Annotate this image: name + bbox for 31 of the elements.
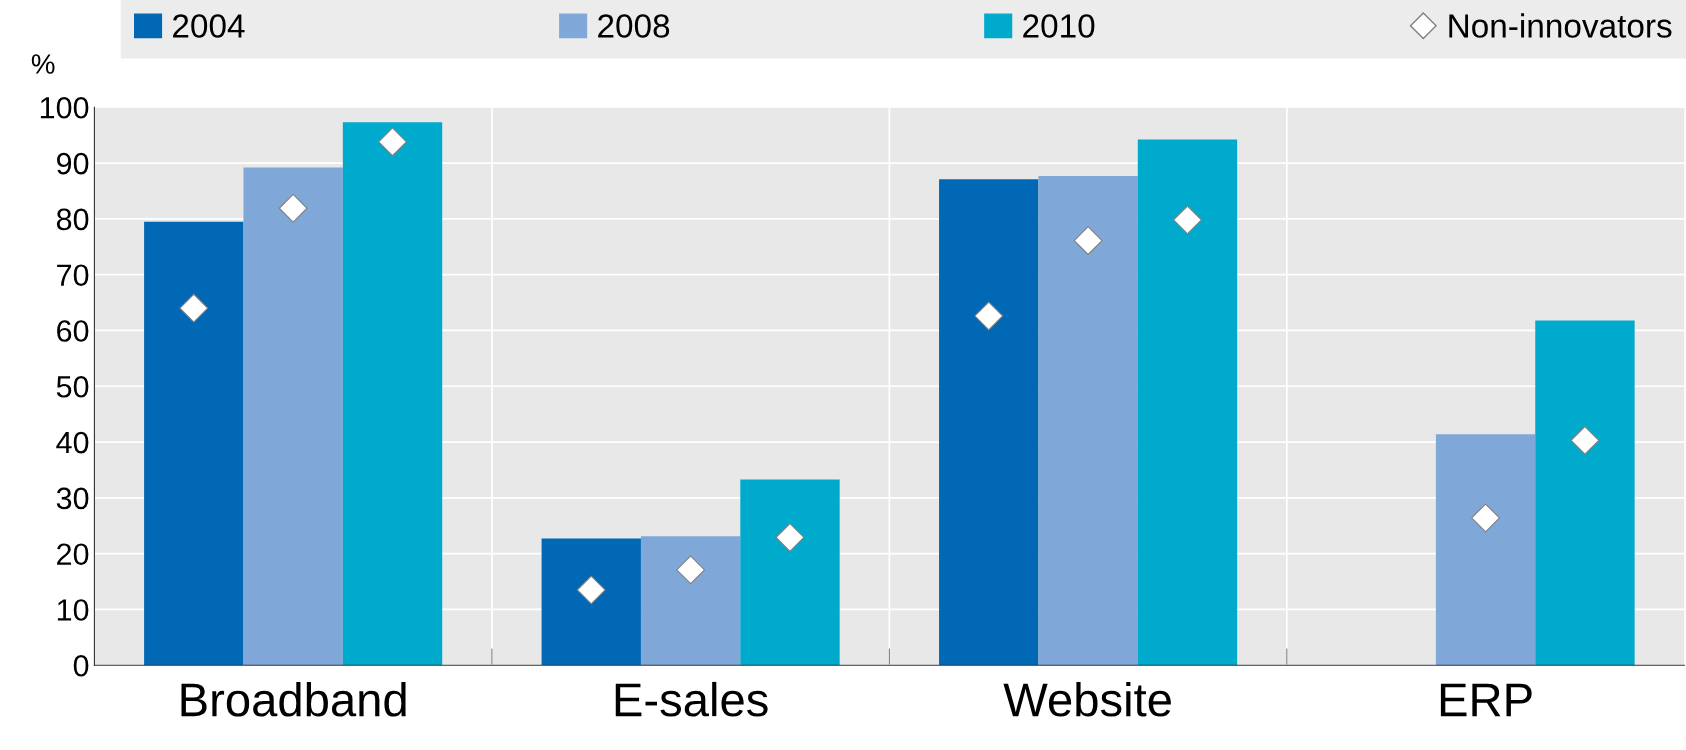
bar [342, 122, 443, 666]
x-tick-label: ERP [1440, 683, 1532, 717]
y-tick-label: 80 [56, 208, 89, 231]
x-tick-label: E-sales [615, 681, 768, 717]
bar [243, 167, 343, 666]
legend-label: 2008 [598, 14, 670, 38]
bar [740, 479, 840, 666]
bar [939, 179, 1039, 666]
bar [640, 536, 741, 666]
bar [541, 538, 641, 666]
x-tick-label: Website [1003, 681, 1171, 717]
y-tick-label: 70 [57, 264, 89, 287]
legend-label: 2010 [1023, 14, 1095, 38]
x-tick-label: Broadband [181, 681, 406, 717]
y-tick-label: 20 [57, 543, 89, 566]
y-axis-title: % [31, 54, 55, 74]
y-tick-label: 10 [57, 599, 89, 621]
y-tick-label: 90 [57, 152, 89, 175]
legend-label: 2004 [173, 14, 245, 38]
y-tick-label: 40 [56, 431, 89, 454]
legend-label: Non-innovators [1449, 13, 1672, 38]
bar [1535, 320, 1635, 666]
bar [1137, 139, 1238, 666]
bar [1435, 434, 1536, 666]
bar [1038, 175, 1138, 666]
bar [144, 221, 244, 666]
y-tick-label: 30 [56, 487, 89, 510]
y-tick-label: 50 [56, 375, 89, 398]
y-tick-label: 0 [73, 654, 89, 677]
y-tick-label: 100 [40, 96, 89, 119]
y-tick-label: 60 [57, 320, 89, 342]
